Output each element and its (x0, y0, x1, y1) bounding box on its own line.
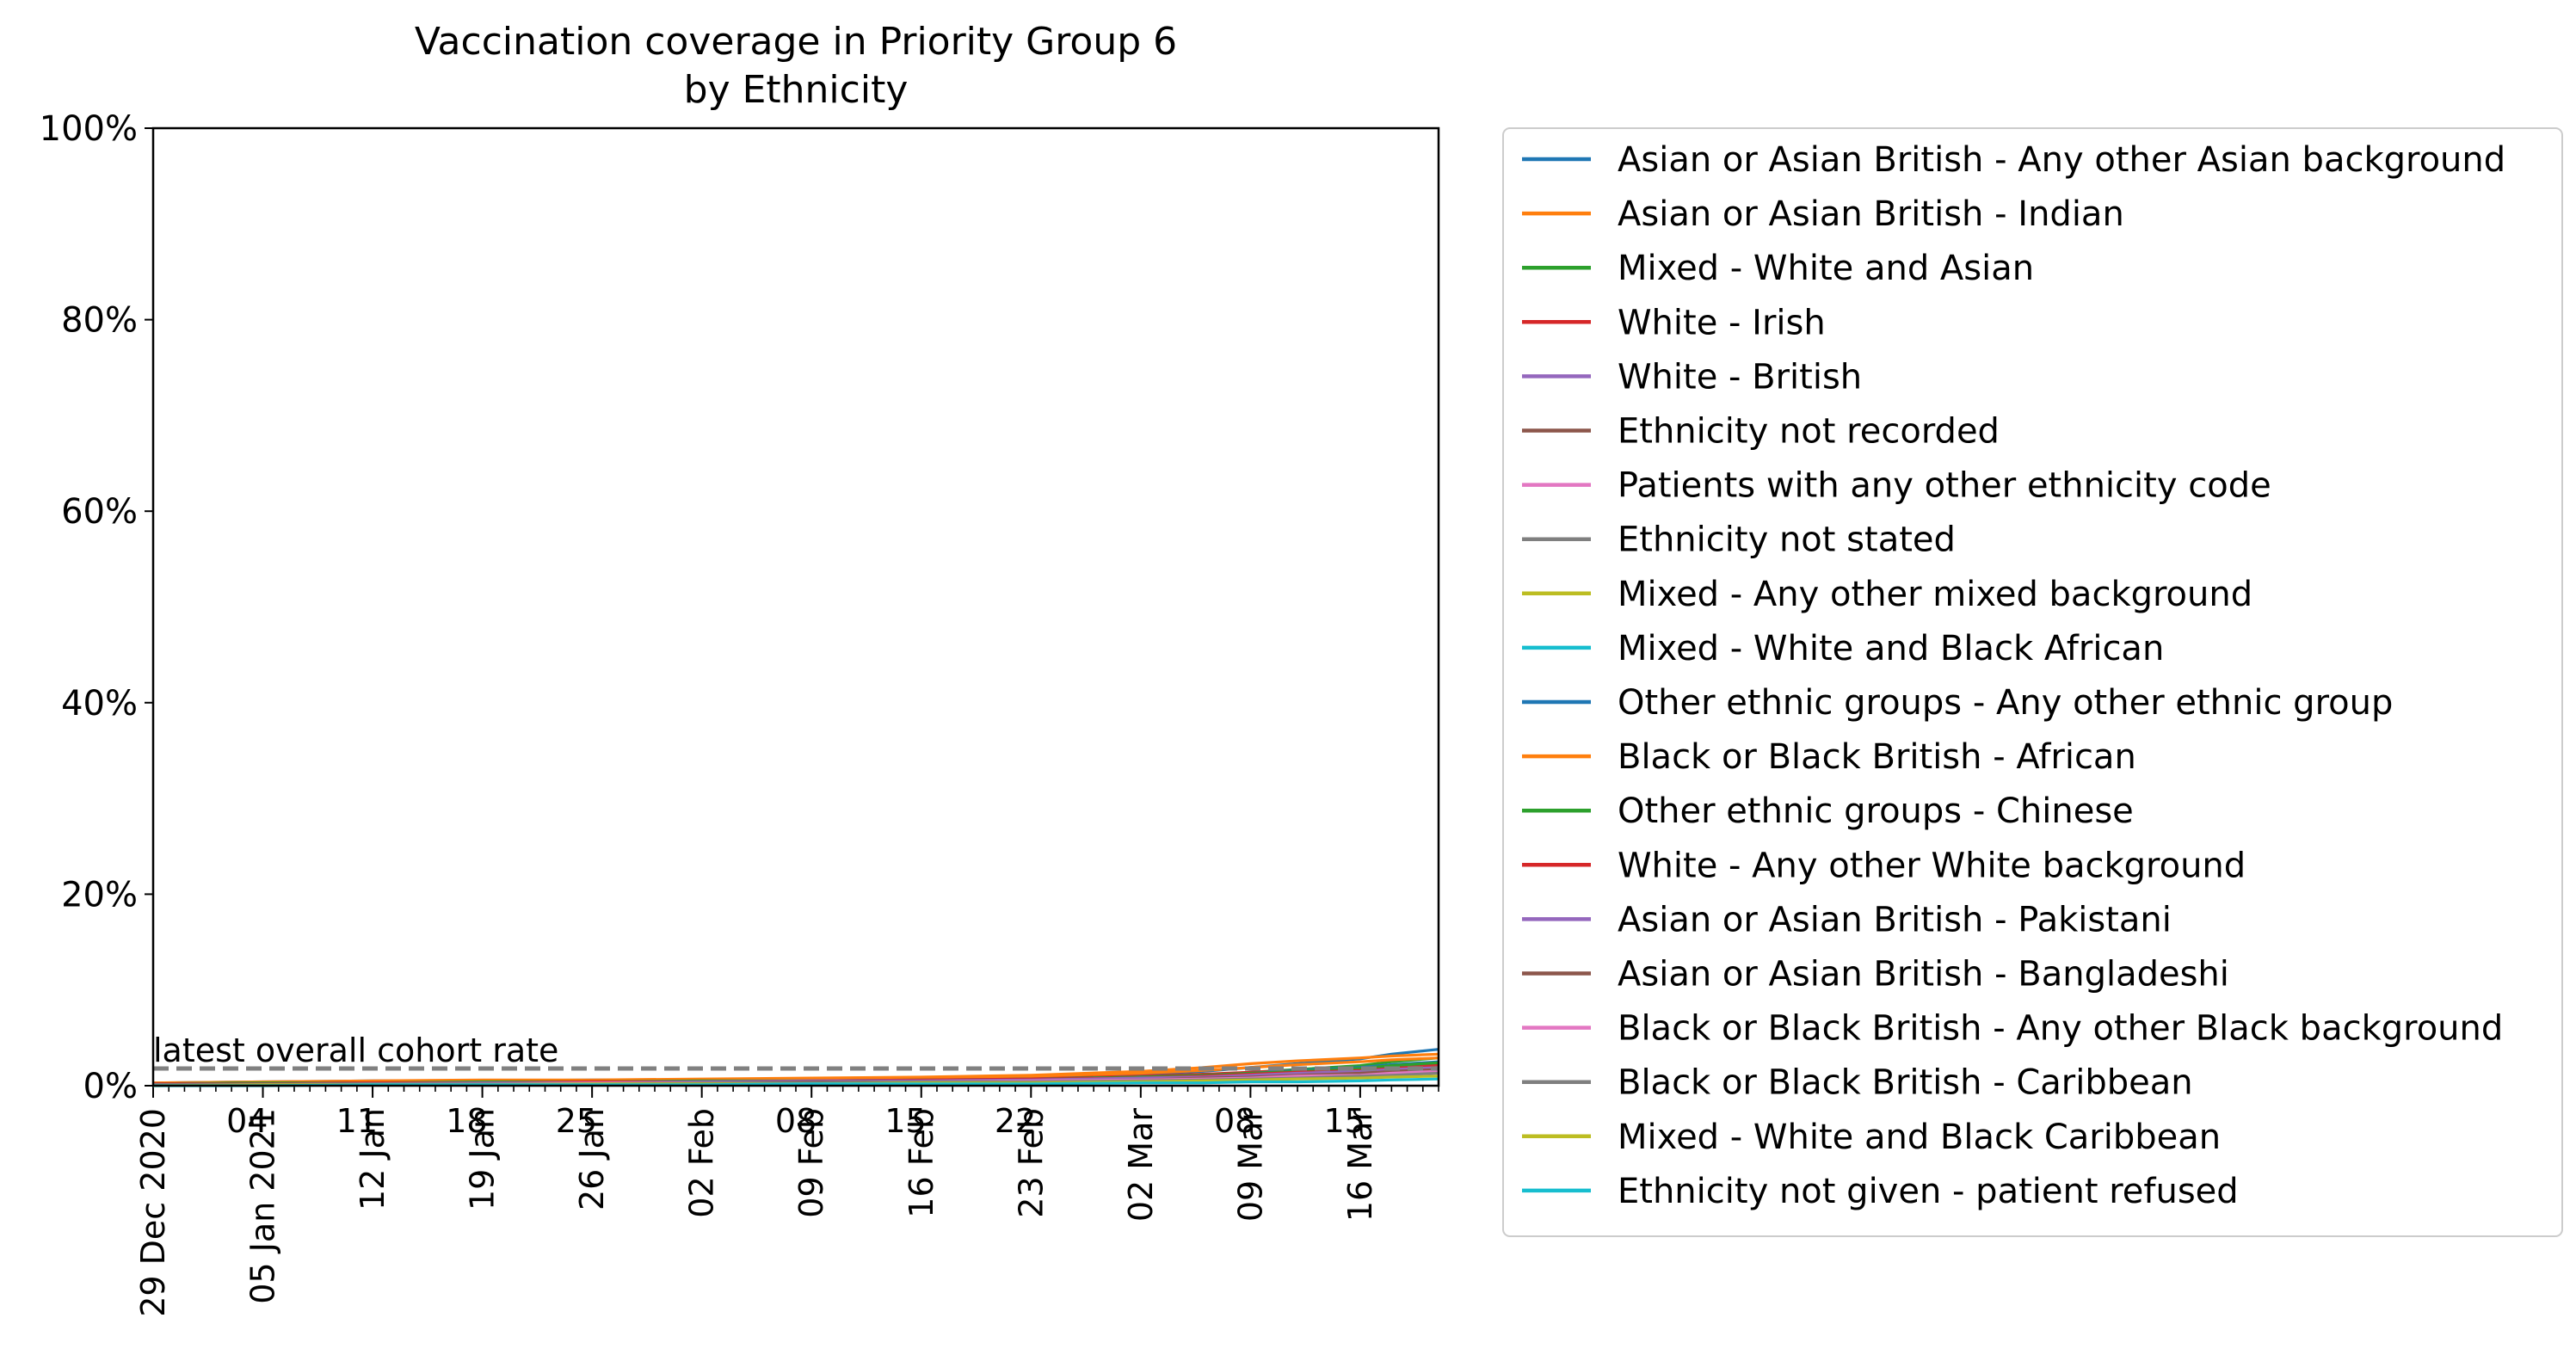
x-minor-label: 22 (995, 1102, 1036, 1140)
chart-title-text: Vaccination coverage in Priority Group 6… (415, 20, 1177, 112)
legend-label: Mixed - White and Black African (1618, 629, 2164, 668)
legend-label: Mixed - Any other mixed background (1618, 575, 2252, 614)
x-tick-label: 09 Feb (792, 1108, 830, 1218)
legend-label: White - Any other White background (1618, 846, 2246, 885)
legend-label: Black or Black British - Any other Black… (1618, 1009, 2503, 1049)
legend-label: Other ethnic groups - Chinese (1618, 791, 2134, 831)
legend-label: Ethnicity not stated (1618, 520, 1956, 560)
x-tick-label: 02 Feb (683, 1108, 721, 1218)
x-tick-label: 09 Mar (1231, 1108, 1269, 1222)
y-tick-label: 100% (40, 109, 138, 149)
legend-label: Mixed - White and Black Caribbean (1618, 1118, 2221, 1157)
x-minor-label: 18 (446, 1102, 487, 1140)
legend-box (1502, 127, 2563, 1237)
y-tick-label: 40% (61, 684, 138, 724)
legend-label: White - British (1618, 357, 1862, 397)
y-tick-label: 80% (61, 301, 138, 341)
legend-label: Mixed - White and Asian (1618, 249, 2034, 288)
x-minor-label: 15 (884, 1102, 926, 1140)
legend-label: Black or Black British - African (1618, 737, 2136, 777)
legend-label: Ethnicity not recorded (1618, 412, 2000, 452)
x-tick-label: 19 Jan (464, 1108, 502, 1210)
x-minor-label: 11 (336, 1102, 378, 1140)
legend: Asian or Asian British - Any other Asian… (1502, 127, 2563, 1237)
x-axis: 29 Dec 2020 05 Jan 2021 12 Jan 19 Jan 26 Jan… (134, 1086, 1439, 1317)
legend-label: Asian or Asian British - Any other Asian… (1618, 140, 2505, 180)
legend-label: White - Irish (1618, 303, 1826, 342)
x-minor-label: 08 (1214, 1102, 1255, 1140)
x-minor-label: 04 (226, 1102, 268, 1140)
legend-label: Black or Black British - Caribbean (1618, 1063, 2193, 1103)
x-tick-label: 29 Dec 2020 (134, 1108, 172, 1317)
legend-label: Patients with any other ethnicity code (1618, 466, 2271, 506)
x-tick-label: 16 Feb (903, 1108, 940, 1218)
legend-label: Ethnicity not given - patient refused (1618, 1172, 2239, 1211)
x-minor-label: 08 (775, 1102, 817, 1140)
x-tick-label: 02 Mar (1122, 1108, 1160, 1222)
x-minor-label: 25 (556, 1102, 597, 1140)
legend-label: Asian or Asian British - Bangladeshi (1618, 955, 2229, 995)
y-tick-label: 60% (61, 492, 138, 532)
chart-title: Vaccination coverage in Priority Group 6… (415, 20, 1177, 112)
x-tick-label: 16 Mar (1341, 1108, 1379, 1222)
x-tick-label: 23 Feb (1012, 1108, 1050, 1218)
legend-label: Asian or Asian British - Indian (1618, 194, 2124, 234)
plot-area: latest overall cohort rate (151, 126, 1440, 1087)
x-tick-label: 12 Jan (354, 1108, 391, 1210)
x-tick-label: 05 Jan 2021 (244, 1108, 282, 1304)
legend-label: Other ethnic groups - Any other ethnic g… (1618, 683, 2393, 723)
y-tick-label: 20% (61, 875, 138, 915)
axes-frame (151, 126, 1440, 1087)
legend-label: Asian or Asian British - Pakistani (1618, 900, 2172, 939)
y-axis: 0% 20% 40% 60% 80% 100% (40, 109, 153, 1106)
x-tick-label: 26 Jan (573, 1108, 611, 1210)
x-minor-label: 15 (1324, 1102, 1365, 1140)
reference-line-label: latest overall cohort rate (153, 1032, 558, 1069)
y-tick-label: 0% (83, 1067, 138, 1106)
